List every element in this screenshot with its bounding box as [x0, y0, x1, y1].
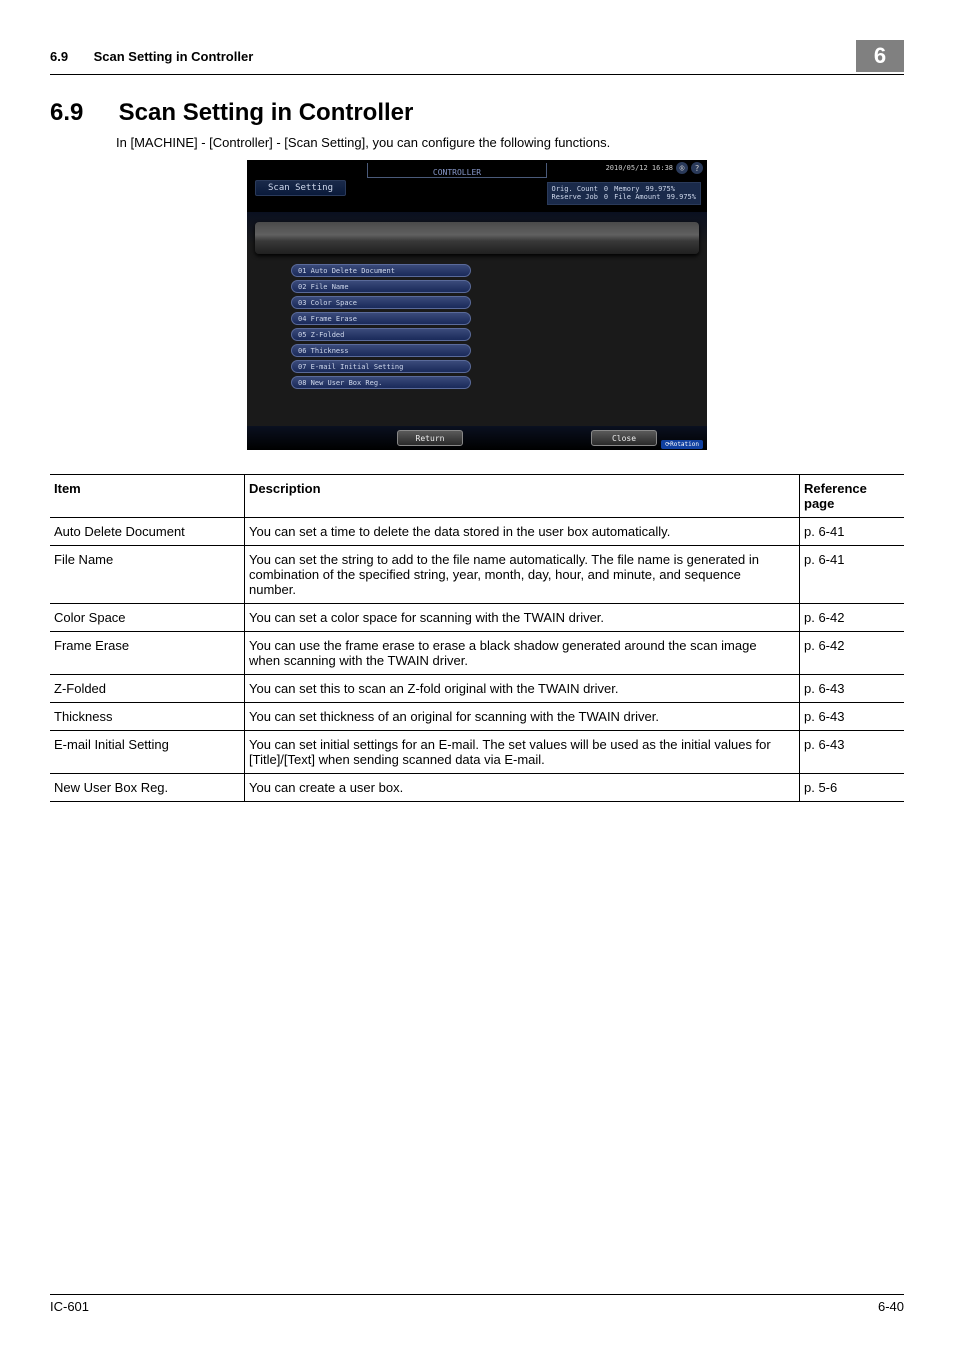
controller-ui: CONTROLLER 2010/05/12 16:38 ® ? Scan Set… — [247, 160, 707, 450]
cell-desc: You can create a user box. — [245, 774, 800, 802]
cell-desc: You can use the frame erase to erase a b… — [245, 632, 800, 675]
ui-shelf — [255, 222, 699, 254]
cell-item: Auto Delete Document — [50, 518, 245, 546]
table-row: Z-Folded You can set this to scan an Z-f… — [50, 675, 904, 703]
orig-count-val: 0 — [604, 185, 608, 193]
menu-email-initial[interactable]: 07 E-mail Initial Setting — [291, 360, 471, 373]
orig-count-label: Orig. Count — [552, 185, 598, 193]
cell-ref: p. 6-43 — [800, 675, 905, 703]
th-reference: Reference page — [800, 475, 905, 518]
table-row: New User Box Reg. You can create a user … — [50, 774, 904, 802]
ui-menu: 01 Auto Delete Document 02 File Name 03 … — [291, 264, 471, 389]
scan-settings-table: Item Description Reference page Auto Del… — [50, 474, 904, 802]
cell-item: Z-Folded — [50, 675, 245, 703]
cell-ref: p. 6-41 — [800, 518, 905, 546]
file-amount-label: File Amount — [614, 193, 660, 201]
menu-file-name[interactable]: 02 File Name — [291, 280, 471, 293]
menu-thickness[interactable]: 06 Thickness — [291, 344, 471, 357]
footer-right: 6-40 — [878, 1299, 904, 1314]
header-section-number: 6.9 — [50, 49, 90, 64]
table-row: Frame Erase You can use the frame erase … — [50, 632, 904, 675]
table-row: E-mail Initial Setting You can set initi… — [50, 731, 904, 774]
roll-icon[interactable]: ® — [676, 162, 688, 174]
cell-ref: p. 6-42 — [800, 604, 905, 632]
table-row: Auto Delete Document You can set a time … — [50, 518, 904, 546]
table-row: File Name You can set the string to add … — [50, 546, 904, 604]
memory-label: Memory — [614, 185, 639, 193]
th-description: Description — [245, 475, 800, 518]
screenshot-wrap: CONTROLLER 2010/05/12 16:38 ® ? Scan Set… — [50, 160, 904, 450]
table-row: Thickness You can set thickness of an or… — [50, 703, 904, 731]
ui-tab[interactable]: CONTROLLER — [367, 163, 547, 178]
page-footer: IC-601 6-40 — [50, 1294, 904, 1314]
cell-desc: You can set this to scan an Z-fold origi… — [245, 675, 800, 703]
ui-body: 01 Auto Delete Document 02 File Name 03 … — [247, 212, 707, 426]
intro-text: In [MACHINE] - [Controller] - [Scan Sett… — [116, 135, 904, 150]
table-row: Color Space You can set a color space fo… — [50, 604, 904, 632]
cell-item: File Name — [50, 546, 245, 604]
page-header: 6.9 Scan Setting in Controller 6 — [50, 40, 904, 75]
reserve-label: Reserve Job — [552, 193, 598, 201]
cell-item: Thickness — [50, 703, 245, 731]
footer-left: IC-601 — [50, 1299, 89, 1314]
return-button[interactable]: Return — [397, 430, 463, 446]
memory-val: 99.975% — [645, 185, 675, 193]
page: 6.9 Scan Setting in Controller 6 6.9 Sca… — [0, 0, 954, 1350]
close-button[interactable]: Close — [591, 430, 657, 446]
help-icon[interactable]: ? — [691, 162, 703, 174]
cell-ref: p. 6-42 — [800, 632, 905, 675]
table-header-row: Item Description Reference page — [50, 475, 904, 518]
reserve-val: 0 — [604, 193, 608, 201]
cell-item: New User Box Reg. — [50, 774, 245, 802]
cell-ref: p. 5-6 — [800, 774, 905, 802]
file-amount-val: 99.975% — [666, 193, 696, 201]
th-item: Item — [50, 475, 245, 518]
menu-z-folded[interactable]: 05 Z-Folded — [291, 328, 471, 341]
menu-auto-delete[interactable]: 01 Auto Delete Document — [291, 264, 471, 277]
rotation-badge[interactable]: ⟳Rotation — [661, 440, 703, 449]
ui-panel-title: Scan Setting — [255, 180, 346, 196]
ui-timestamp: 2010/05/12 16:38 — [606, 164, 673, 172]
ui-status-box: Orig. Count 0 Memory 99.975% Reserve Job… — [547, 182, 701, 205]
cell-item: E-mail Initial Setting — [50, 731, 245, 774]
cell-desc: You can set a color space for scanning w… — [245, 604, 800, 632]
header-left: 6.9 Scan Setting in Controller — [50, 49, 253, 64]
cell-item: Frame Erase — [50, 632, 245, 675]
ui-top-right: 2010/05/12 16:38 ® ? — [606, 162, 703, 174]
cell-ref: p. 6-41 — [800, 546, 905, 604]
cell-desc: You can set thickness of an original for… — [245, 703, 800, 731]
ui-bottombar: Return Close — [247, 426, 707, 450]
menu-frame-erase[interactable]: 04 Frame Erase — [291, 312, 471, 325]
heading: 6.9 Scan Setting in Controller — [50, 99, 904, 127]
cell-desc: You can set the string to add to the fil… — [245, 546, 800, 604]
chapter-tab: 6 — [856, 40, 904, 72]
cell-ref: p. 6-43 — [800, 703, 905, 731]
cell-item: Color Space — [50, 604, 245, 632]
cell-desc: You can set initial settings for an E-ma… — [245, 731, 800, 774]
cell-ref: p. 6-43 — [800, 731, 905, 774]
menu-new-user-box[interactable]: 08 New User Box Reg. — [291, 376, 471, 389]
heading-section-number: 6.9 — [50, 99, 112, 127]
heading-title: Scan Setting in Controller — [119, 99, 414, 126]
header-section-title: Scan Setting in Controller — [94, 49, 254, 64]
cell-desc: You can set a time to delete the data st… — [245, 518, 800, 546]
menu-color-space[interactable]: 03 Color Space — [291, 296, 471, 309]
